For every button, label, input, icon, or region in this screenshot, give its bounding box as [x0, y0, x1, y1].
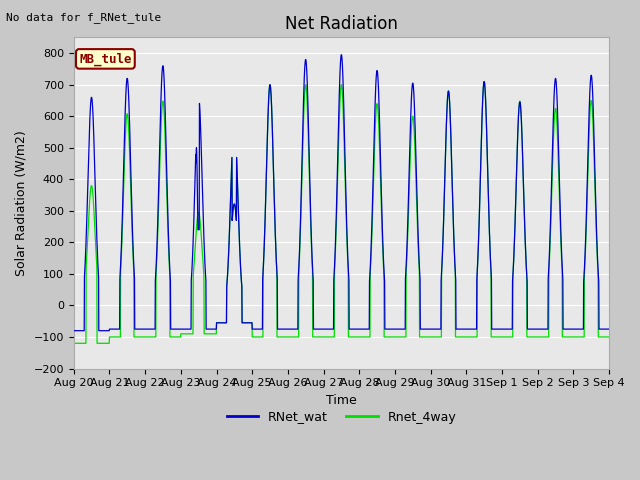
Rnet_4way	[558, 263, 566, 268]
RNet_wat	[605, 326, 612, 332]
Text: No data for f_RNet_tule: No data for f_RNet_tule	[6, 12, 162, 23]
Rnet_4way	[219, 320, 227, 325]
Title: Net Radiation: Net Radiation	[285, 15, 398, 33]
Legend: RNet_wat, Rnet_4way: RNet_wat, Rnet_4way	[221, 406, 461, 429]
RNet_wat	[357, 326, 365, 332]
Rnet_4way	[497, 334, 505, 340]
Text: MB_tule: MB_tule	[79, 52, 132, 66]
X-axis label: Time: Time	[326, 394, 357, 407]
RNet_wat	[573, 326, 580, 332]
RNet_wat	[497, 326, 505, 332]
Line: Rnet_4way: Rnet_4way	[74, 82, 609, 343]
Line: RNet_wat: RNet_wat	[74, 55, 609, 331]
Rnet_4way	[70, 340, 77, 346]
Rnet_4way	[605, 334, 612, 340]
RNet_wat	[369, 201, 376, 206]
Rnet_4way	[480, 79, 488, 84]
RNet_wat	[70, 328, 77, 334]
RNet_wat	[219, 320, 227, 325]
Rnet_4way	[356, 334, 364, 340]
Rnet_4way	[369, 223, 376, 228]
RNet_wat	[337, 52, 345, 58]
RNet_wat	[558, 256, 566, 262]
Rnet_4way	[573, 334, 580, 340]
Y-axis label: Solar Radiation (W/m2): Solar Radiation (W/m2)	[15, 130, 28, 276]
